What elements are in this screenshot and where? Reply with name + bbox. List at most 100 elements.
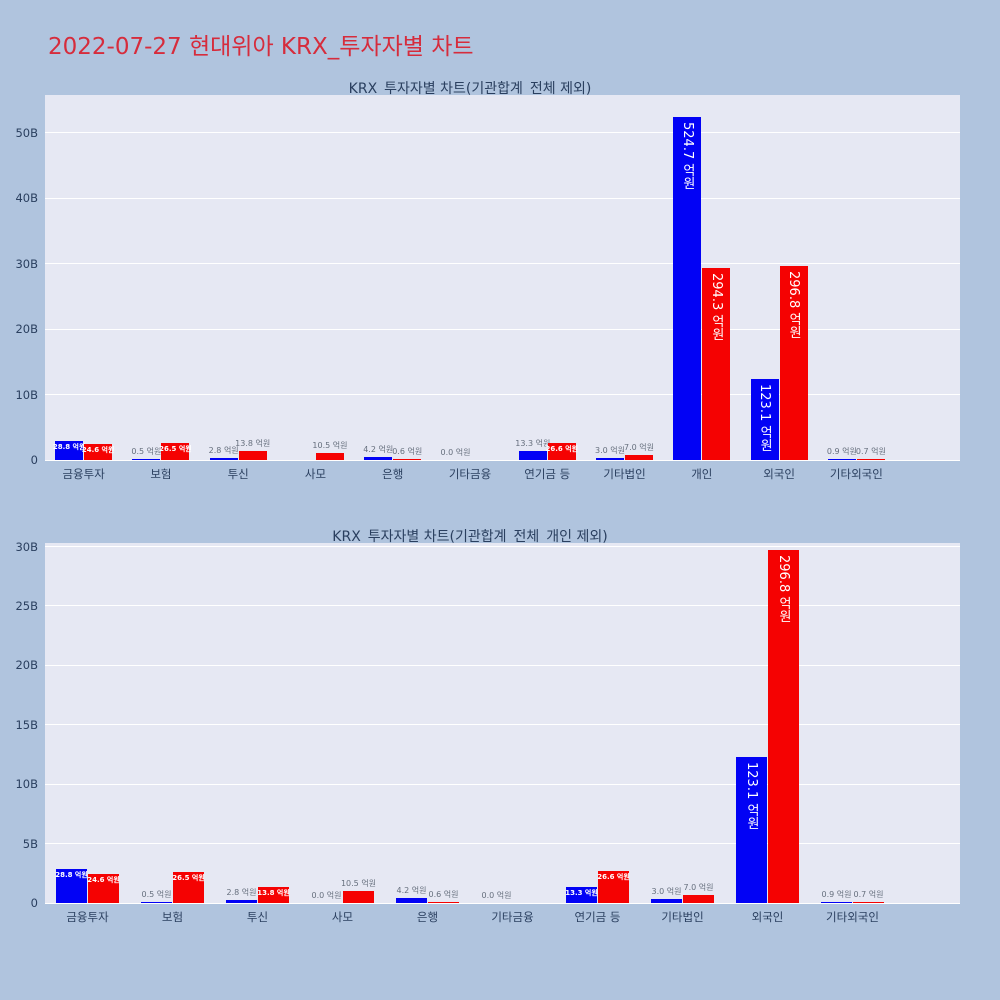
bar-blue: 0.5 억원 bbox=[141, 890, 172, 903]
bar-label: 0.0 억원 bbox=[440, 448, 471, 457]
x-axis-label: 기타금융 bbox=[448, 467, 492, 481]
chart-top-plot-area: 28.8 억원 24.6 억원 0.5 억원 26.5 억원 2.8 억원 13.8 억원… bbox=[15, 95, 960, 467]
bar-label: 4.2 억원 bbox=[363, 445, 394, 455]
bar-label: 0.7 억원 bbox=[855, 447, 886, 457]
bar-label: 26.6 억원 bbox=[545, 444, 579, 453]
y-axis-label: 10B bbox=[15, 387, 38, 402]
y-axis-label: 5B bbox=[22, 836, 38, 851]
bar-label: 0.9 억원 bbox=[821, 889, 852, 899]
chart-bottom: KRX_투자자별 차트(기관합계_전체_개인 제외) 28.8 억원 24.6 억… bbox=[15, 526, 960, 925]
bar-label: 26.5 억원 bbox=[172, 873, 205, 882]
x-axis-label: 은행 bbox=[382, 467, 404, 481]
bar-red: 0.7 억원 bbox=[853, 890, 884, 903]
bar-blue: 123.1 억원 bbox=[736, 756, 767, 903]
y-axis-label: 20B bbox=[15, 322, 38, 337]
bar-label: 26.6 억원 bbox=[597, 873, 630, 882]
chart-bottom-bars: 28.8 억원 24.6 억원 0.5 억원 26.5 억원 2.8 억원 13.8 억원… bbox=[45, 543, 895, 903]
x-axis-label: 보험 bbox=[150, 467, 172, 481]
chart-top-title: KRX_투자자별 차트(기관합계_전체 제외) bbox=[348, 81, 592, 97]
bar-red: 0.6 억원 bbox=[392, 447, 422, 460]
chart-top-x-axis: 금융투자 보험 투신 사모 은행 기타금융 연기금 등 기타법인 개인 외국인 기타외국인 bbox=[45, 460, 895, 482]
gridline bbox=[45, 546, 960, 548]
bar-label: 13.8 억원 bbox=[257, 888, 290, 897]
bar-blue: 524.7 억원 bbox=[673, 116, 702, 460]
gridline bbox=[45, 132, 960, 134]
bar-label: 0.0 억원 bbox=[311, 891, 342, 900]
bar-label: 24.6 억원 bbox=[87, 875, 120, 884]
gridline bbox=[45, 902, 960, 904]
x-axis-label: 기타법인 bbox=[661, 910, 704, 924]
bar-label: 28.8 억원 bbox=[55, 870, 88, 879]
chart-bottom-title: KRX_투자자별 차트(기관합계_전체_개인 제외) bbox=[332, 529, 608, 545]
gridline bbox=[45, 459, 960, 461]
bar-red: 26.5 억원 bbox=[159, 442, 192, 460]
bar-blue: 4.2 억원 bbox=[396, 886, 427, 903]
bar-label: 4.2 억원 bbox=[396, 886, 427, 896]
bar-red: 10.5 억원 bbox=[312, 441, 347, 460]
bar-red: 296.8 억원 bbox=[779, 265, 808, 460]
bar-red: 13.8 억원 bbox=[235, 439, 270, 460]
x-axis-label: 개인 bbox=[691, 467, 713, 481]
y-axis-label: 0 bbox=[30, 453, 38, 467]
chart-bottom-x-axis: 금융투자 보험 투신 사모 은행 기타금융 연기금 등 기타법인 외국인 기타외국인 bbox=[45, 903, 895, 925]
bar-label: 0.5 억원 bbox=[141, 890, 172, 900]
bar-label: 294.3 억원 bbox=[708, 272, 724, 340]
x-axis-label: 기타외국인 bbox=[826, 910, 879, 924]
x-axis-label: 투신 bbox=[246, 910, 269, 924]
x-axis-label: 사모 bbox=[304, 467, 327, 481]
page-title: 2022-07-27 현대위아 KRX_투자자별 차트 bbox=[48, 34, 474, 60]
bar-blue: 13.3 억원 bbox=[565, 887, 598, 903]
chart-bottom-plot-area: 28.8 억원 24.6 억원 0.5 억원 26.5 억원 2.8 억원 13.8 억원… bbox=[15, 540, 960, 910]
y-axis-label: 50B bbox=[15, 125, 38, 140]
bar-label: 26.5 억원 bbox=[159, 444, 192, 453]
x-axis-label: 투신 bbox=[227, 467, 249, 481]
chart-top-bars: 28.8 억원 24.6 억원 0.5 억원 26.5 억원 2.8 억원 13.8 억원… bbox=[45, 95, 895, 460]
bar-red: 296.8 억원 bbox=[768, 550, 799, 903]
x-axis-label: 연기금 등 bbox=[524, 467, 571, 481]
chart-top: KRX_투자자별 차트(기관합계_전체 제외) 28.8 억원 24.6 억원 0.… bbox=[15, 78, 960, 482]
bar-label: 0.9 억원 bbox=[826, 447, 857, 457]
bar-red: 24.6 억원 bbox=[81, 443, 115, 460]
x-axis-label: 기타금융 bbox=[491, 910, 534, 924]
bar-red: 26.6 억원 bbox=[597, 871, 630, 903]
bar-red: 24.6 억원 bbox=[87, 873, 120, 903]
bar-label: 123.1 억원 bbox=[757, 384, 773, 452]
bar-label: 24.6 억원 bbox=[81, 445, 115, 454]
bar-blue: 0.9 억원 bbox=[821, 890, 852, 903]
bar-label: 13.8 억원 bbox=[235, 438, 271, 448]
y-axis-label: 25B bbox=[15, 598, 38, 613]
y-axis-label: 20B bbox=[15, 658, 38, 673]
bar-blue: 2.8 억원 bbox=[226, 888, 257, 903]
bar-label: 3.0 억원 bbox=[595, 446, 626, 456]
bar-blue: 123.1 억원 bbox=[750, 379, 779, 460]
y-axis-label: 30B bbox=[15, 256, 38, 271]
bar-blue: 4.2 억원 bbox=[363, 445, 393, 460]
bar-red: 26.6 억원 bbox=[545, 442, 579, 460]
y-axis-label: 15B bbox=[15, 717, 38, 732]
gridline bbox=[45, 394, 960, 396]
bar-blue: 2.8 억원 bbox=[209, 446, 239, 460]
bar-red: 26.5 억원 bbox=[172, 871, 205, 903]
bar-label: 0.5 억원 bbox=[131, 447, 162, 457]
y-axis-label: 0 bbox=[30, 896, 38, 910]
bar-label: 296.8 억원 bbox=[776, 555, 791, 623]
bar-label: 2.8 억원 bbox=[208, 446, 239, 456]
x-axis-label: 외국인 bbox=[751, 910, 784, 924]
bar-blue: 28.8 억원 bbox=[55, 868, 88, 903]
x-axis-label: 금융투자 bbox=[62, 467, 105, 481]
bar-label: 0.0 억원 bbox=[481, 891, 512, 900]
gridline bbox=[45, 843, 960, 845]
bar-label: 7.0 억원 bbox=[683, 882, 714, 892]
bar-blue: 0.9 억원 bbox=[827, 447, 857, 460]
gridline bbox=[45, 664, 960, 666]
bar-label: 0.6 억원 bbox=[428, 890, 459, 900]
bar-blue: 3.0 억원 bbox=[595, 446, 625, 460]
gridline bbox=[45, 328, 960, 330]
bar-label: 123.1 억원 bbox=[744, 761, 759, 830]
x-axis-label: 기타법인 bbox=[603, 467, 646, 481]
y-axis-label: 30B bbox=[15, 539, 38, 554]
x-axis-label: 기타외국인 bbox=[829, 467, 883, 481]
bar-blue: 13.3 억원 bbox=[515, 439, 550, 460]
bar-label: 10.5 억원 bbox=[312, 441, 348, 451]
bar-label: 10.5 억원 bbox=[340, 878, 377, 888]
